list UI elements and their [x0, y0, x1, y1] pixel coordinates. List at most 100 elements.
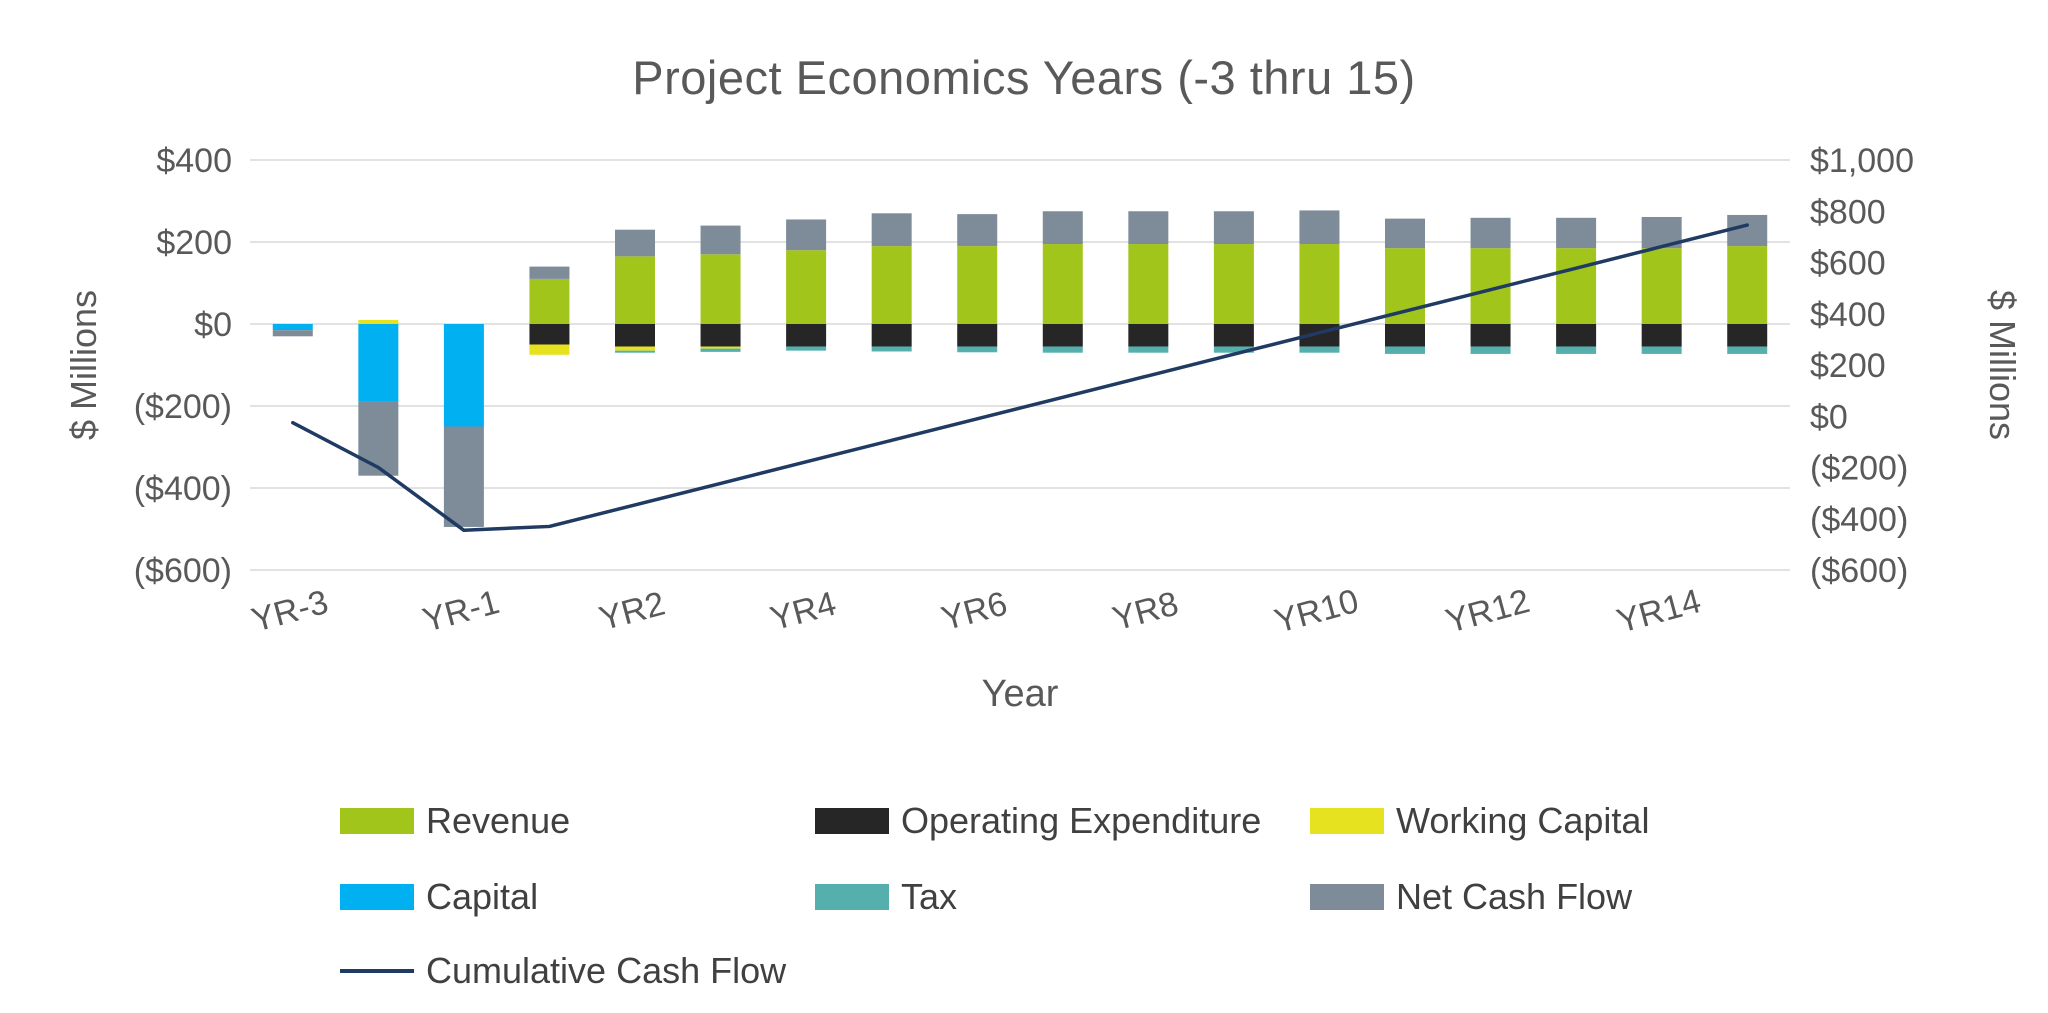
legend-line-swatch	[340, 969, 414, 973]
bar-segment-revenue	[871, 246, 912, 324]
bar-segment-net-cash-flow	[1385, 218, 1425, 249]
bar-segment-operating-expenditure	[1727, 324, 1768, 347]
bars	[272, 210, 1768, 527]
bar-segment-operating-expenditure	[1213, 324, 1254, 347]
bar-segment-net-cash-flow	[1299, 210, 1340, 245]
bar-segment-net-cash-flow	[786, 219, 827, 251]
gridlines	[250, 159, 1790, 571]
legend-item-net-cash-flow: Net Cash Flow	[1310, 876, 1632, 918]
legend-label: Working Capital	[1396, 800, 1650, 841]
bar-segment-operating-expenditure	[529, 324, 570, 345]
bar-segment-net-cash-flow	[957, 214, 998, 247]
legend-item-working-capital: Working Capital	[1310, 800, 1649, 842]
bar-segment-revenue	[957, 246, 998, 324]
right-axis-tick-label: ($200)	[1810, 450, 1908, 488]
legend-label: Net Cash Flow	[1396, 876, 1633, 917]
bar-segment-net-cash-flow	[615, 229, 655, 257]
legend-item-revenue: Revenue	[340, 800, 570, 842]
bar-segment-revenue	[1641, 248, 1682, 324]
bar-segment-tax	[1470, 346, 1511, 354]
left-axis-title: $ Millions	[63, 290, 104, 440]
right-axis-tick-label: $0	[1810, 398, 1848, 436]
left-axis-tick-label: ($200)	[134, 388, 232, 426]
bar-segment-net-cash-flow	[1470, 217, 1511, 249]
right-axis-title: $ Millions	[1982, 290, 2023, 440]
left-axis-ticks: $400 $200 $0 ($200) ($400) ($600)	[134, 142, 232, 590]
bar-segment-net-cash-flow	[1727, 214, 1768, 247]
right-axis-tick-label: ($600)	[1810, 552, 1908, 590]
bar-segment-tax	[957, 346, 998, 353]
cumulative-cash-flow-line	[291, 223, 1749, 533]
legend-color-swatch	[340, 808, 414, 834]
bar-segment-operating-expenditure	[700, 324, 741, 347]
bar-segment-tax	[1128, 346, 1169, 353]
bar-segment-capital	[272, 324, 313, 331]
bar-segment-net-cash-flow	[1213, 211, 1254, 245]
right-axis-tick-label: $600	[1810, 245, 1886, 283]
bar-segment-tax	[615, 350, 655, 353]
right-axis-tick-label: $800	[1810, 193, 1886, 231]
bar-segment-net-cash-flow	[1556, 217, 1597, 249]
legend-color-swatch	[815, 808, 889, 834]
right-axis-tick-label: $200	[1810, 347, 1886, 385]
bar-segment-operating-expenditure	[1042, 324, 1083, 347]
bar-segment-operating-expenditure	[871, 324, 912, 347]
bar-segment-operating-expenditure	[957, 324, 998, 347]
left-axis-tick-label: ($600)	[134, 552, 232, 590]
right-axis-tick-label: $400	[1810, 296, 1886, 334]
bar-segment-working-capital	[700, 346, 741, 349]
legend-item-capital: Capital	[340, 876, 538, 918]
legend-label: Operating Expenditure	[901, 800, 1262, 841]
legend-item-tax: Tax	[815, 876, 957, 918]
bar-segment-revenue	[786, 250, 827, 324]
bar-segment-tax	[1299, 346, 1340, 353]
right-axis-ticks: $1,000 $800 $600 $400 $200 $0 ($200) ($400) ($60…	[1810, 142, 1914, 590]
bar-segment-operating-expenditure	[615, 324, 655, 347]
legend-color-swatch	[1310, 808, 1384, 834]
x-axis-title: Year	[982, 673, 1059, 715]
legend-color-swatch	[815, 884, 889, 910]
chart-title: Project Economics Years (-3 thru 15)	[632, 51, 1416, 104]
bar-segment-operating-expenditure	[1556, 324, 1597, 347]
left-axis-tick-label: ($400)	[134, 470, 232, 508]
bar-segment-working-capital	[615, 346, 655, 351]
bar-segment-net-cash-flow	[443, 426, 484, 527]
bar-segment-operating-expenditure	[1385, 324, 1425, 347]
left-axis-tick-label: $0	[194, 306, 232, 344]
bar-segment-tax	[1556, 346, 1597, 354]
right-axis-tick-label: $1,000	[1810, 142, 1914, 180]
right-axis-tick-label: ($400)	[1810, 501, 1908, 539]
left-axis-tick-label: $400	[156, 142, 232, 180]
bar-segment-net-cash-flow	[358, 401, 399, 476]
bar-segment-tax	[1727, 346, 1768, 354]
bar-segment-tax	[700, 348, 741, 352]
bar-segment-revenue	[1042, 244, 1083, 324]
bar-segment-net-cash-flow	[871, 213, 912, 247]
bar-segment-net-cash-flow	[1042, 211, 1083, 245]
bar-segment-operating-expenditure	[1470, 324, 1511, 347]
bar-segment-net-cash-flow	[1128, 211, 1169, 245]
legend-label: Tax	[901, 876, 958, 917]
bar-segment-operating-expenditure	[1641, 324, 1682, 347]
bar-segment-working-capital	[358, 319, 399, 324]
bar-segment-revenue	[700, 254, 741, 324]
bar-segment-revenue	[529, 278, 570, 324]
bar-segment-net-cash-flow	[529, 266, 570, 279]
bar-segment-revenue	[615, 256, 655, 324]
bar-segment-tax	[786, 346, 827, 351]
bar-segment-tax	[1385, 346, 1425, 354]
bar-segment-capital	[443, 324, 484, 427]
bar-segment-net-cash-flow	[272, 330, 313, 337]
bar-segment-tax	[1042, 346, 1083, 353]
legend-label: Cumulative Cash Flow	[426, 950, 787, 991]
bar-segment-tax	[871, 346, 912, 352]
bar-segment-working-capital	[529, 344, 570, 355]
left-axis-tick-label: $200	[156, 224, 232, 262]
bar-segment-revenue	[1556, 248, 1597, 324]
bar-segment-net-cash-flow	[700, 225, 741, 255]
bar-segment-operating-expenditure	[1128, 324, 1169, 347]
bar-segment-revenue	[1727, 246, 1768, 324]
